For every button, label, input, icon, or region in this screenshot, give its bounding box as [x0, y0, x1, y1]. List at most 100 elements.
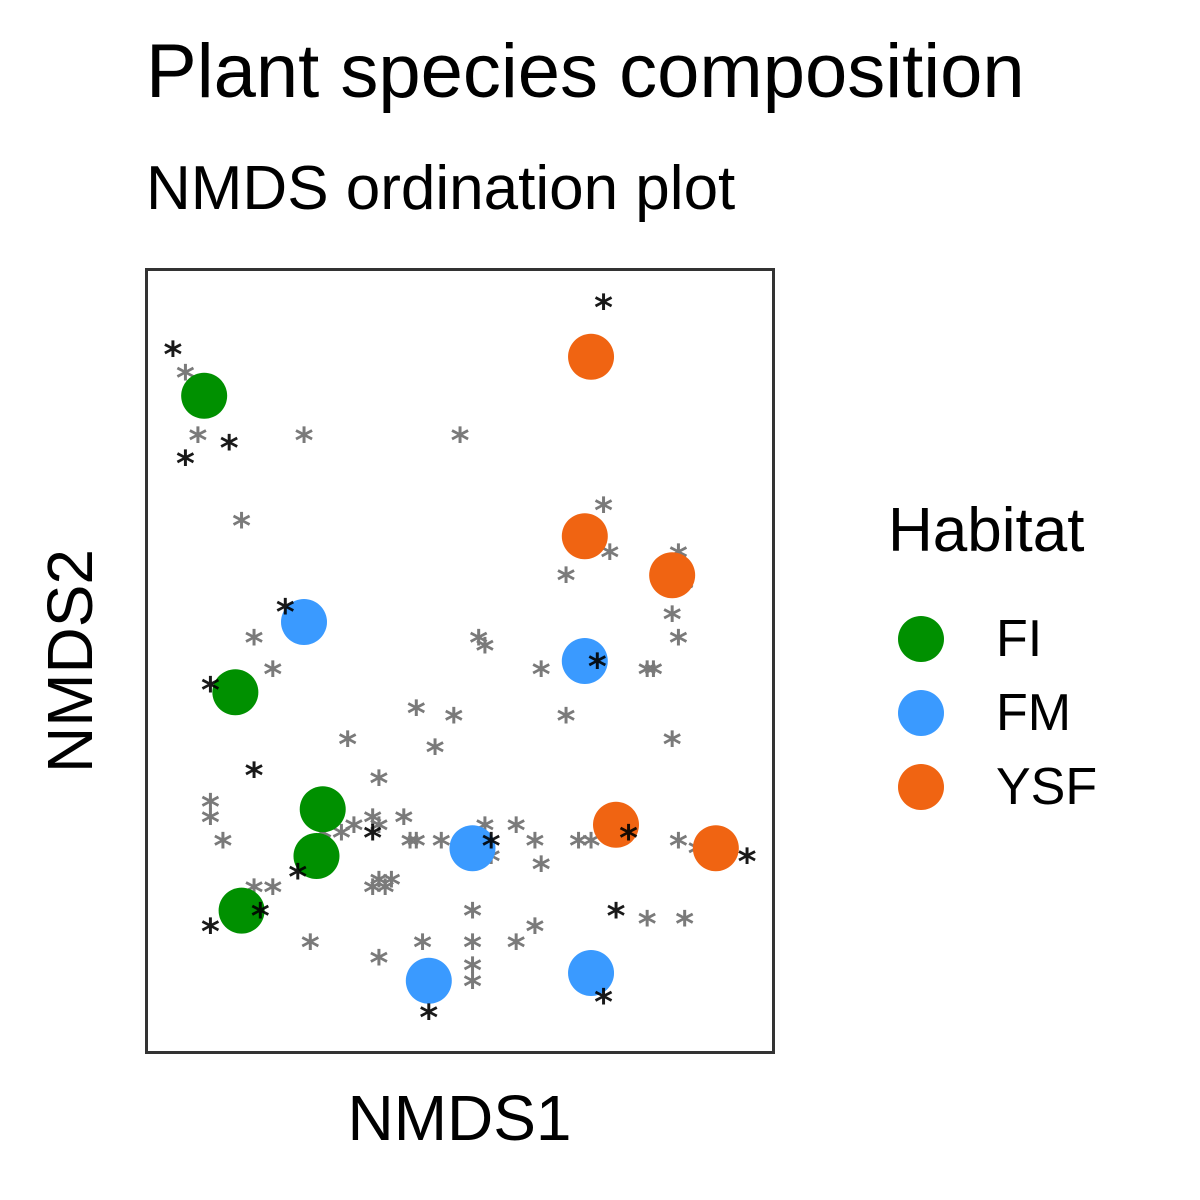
legend-label: YSF [996, 758, 1098, 816]
legend: Habitat FI FM YSF [888, 500, 1097, 824]
species-marker: * [407, 826, 426, 867]
site-point-fm [561, 638, 608, 684]
species-marker: * [382, 865, 401, 906]
site-point-fm [281, 599, 327, 645]
species-marker: * [476, 631, 495, 672]
species-marker: * [463, 967, 482, 1008]
species-marker: * [301, 928, 320, 969]
legend-label: FI [996, 610, 1043, 668]
species-marker-significant: * [276, 592, 295, 633]
species-marker: * [213, 826, 232, 867]
site-point-fi [218, 887, 265, 934]
legend-key [898, 764, 944, 810]
species-marker: * [600, 538, 619, 579]
species-marker-significant: * [419, 998, 438, 1039]
species-marker: * [663, 725, 682, 766]
species-marker: * [394, 803, 413, 844]
site-point-fi [299, 786, 346, 833]
species-marker-significant: * [594, 288, 613, 329]
site-point-fm [405, 957, 452, 1004]
site-point-fi [212, 669, 259, 716]
x-axis-label: NMDS1 [347, 1082, 572, 1154]
species-marker: * [569, 826, 588, 867]
species-markers-overlay: ********* * ****** ** [164, 288, 757, 1039]
species-marker: * [525, 912, 544, 953]
site-point-fi [181, 372, 228, 419]
species-marker: * [338, 725, 357, 766]
species-marker: * [451, 421, 470, 462]
species-marker: * [638, 904, 657, 945]
legend-label: FM [996, 684, 1072, 742]
legend-item-fm: FM [888, 676, 1097, 750]
species-marker-significant: * [176, 444, 195, 485]
species-marker-significant: * [607, 897, 626, 938]
site-point-fm [449, 825, 496, 872]
species-marker: * [525, 826, 544, 867]
legend-item-fi: FI [888, 602, 1097, 676]
species-marker: * [369, 943, 388, 984]
site-points-layer [181, 333, 739, 1004]
y-axis-label: NMDS2 [34, 548, 106, 774]
species-marker: * [245, 624, 264, 665]
species-marker: * [369, 865, 388, 906]
species-marker: * [189, 421, 208, 462]
species-marker: * [201, 787, 220, 828]
species-marker: * [345, 811, 364, 852]
species-marker-significant: * [245, 756, 264, 797]
species-marker: * [363, 873, 382, 914]
chart-title: Plant species composition [146, 29, 1025, 114]
species-marker-significant: * [288, 858, 307, 899]
species-marker: * [663, 600, 682, 641]
species-marker: * [557, 561, 576, 602]
species-marker: * [675, 904, 694, 945]
species-marker: * [532, 655, 551, 696]
chart-subtitle: NMDS ordination plot [146, 154, 736, 223]
plot-panel-border [145, 268, 775, 1054]
species-marker: * [444, 702, 463, 743]
legend-key [898, 690, 944, 736]
species-marker: * [201, 803, 220, 844]
species-marker-significant: * [164, 335, 183, 376]
species-marker-significant: * [619, 819, 638, 860]
species-marker-significant: * [363, 819, 382, 860]
species-marker: * [582, 826, 601, 867]
legend-item-ysf: YSF [888, 750, 1097, 824]
species-marker: * [644, 655, 663, 696]
species-marker: * [363, 803, 382, 844]
species-marker-significant: * [482, 826, 501, 867]
species-marker: * [669, 624, 688, 665]
species-marker: * [638, 655, 657, 696]
species-marker: * [669, 826, 688, 867]
site-point-fi [293, 833, 340, 879]
species-marker: * [463, 897, 482, 938]
species-marker: * [469, 624, 488, 665]
species-marker-significant: * [251, 897, 270, 938]
species-marker: * [369, 764, 388, 805]
legend-items: FI FM YSF [888, 602, 1097, 824]
species-marker: * [463, 928, 482, 969]
site-point-ysf [561, 513, 608, 560]
species-marker-significant: * [201, 670, 220, 711]
site-point-ysf [593, 801, 639, 848]
site-point-ysf [568, 333, 615, 380]
species-marker-significant: * [220, 429, 239, 470]
species-marker: * [295, 421, 314, 462]
species-marker-significant: * [594, 982, 613, 1023]
species-marker-significant: * [588, 647, 607, 688]
species-marker: * [532, 850, 551, 891]
species-marker: * [376, 873, 395, 914]
species-marker: * [557, 702, 576, 743]
species-marker: * [407, 694, 426, 735]
species-marker: * [507, 811, 526, 852]
species-marker: * [401, 826, 420, 867]
site-point-ysf [649, 552, 696, 599]
species-marker: * [232, 507, 251, 548]
legend-key [898, 616, 944, 662]
species-marker: * [426, 733, 445, 774]
site-point-fm [568, 950, 615, 996]
legend-title: Habitat [888, 496, 1085, 565]
species-marker: * [507, 928, 526, 969]
species-marker-significant: * [738, 842, 757, 883]
species-marker: * [463, 951, 482, 992]
species-marker-significant: * [201, 912, 220, 953]
